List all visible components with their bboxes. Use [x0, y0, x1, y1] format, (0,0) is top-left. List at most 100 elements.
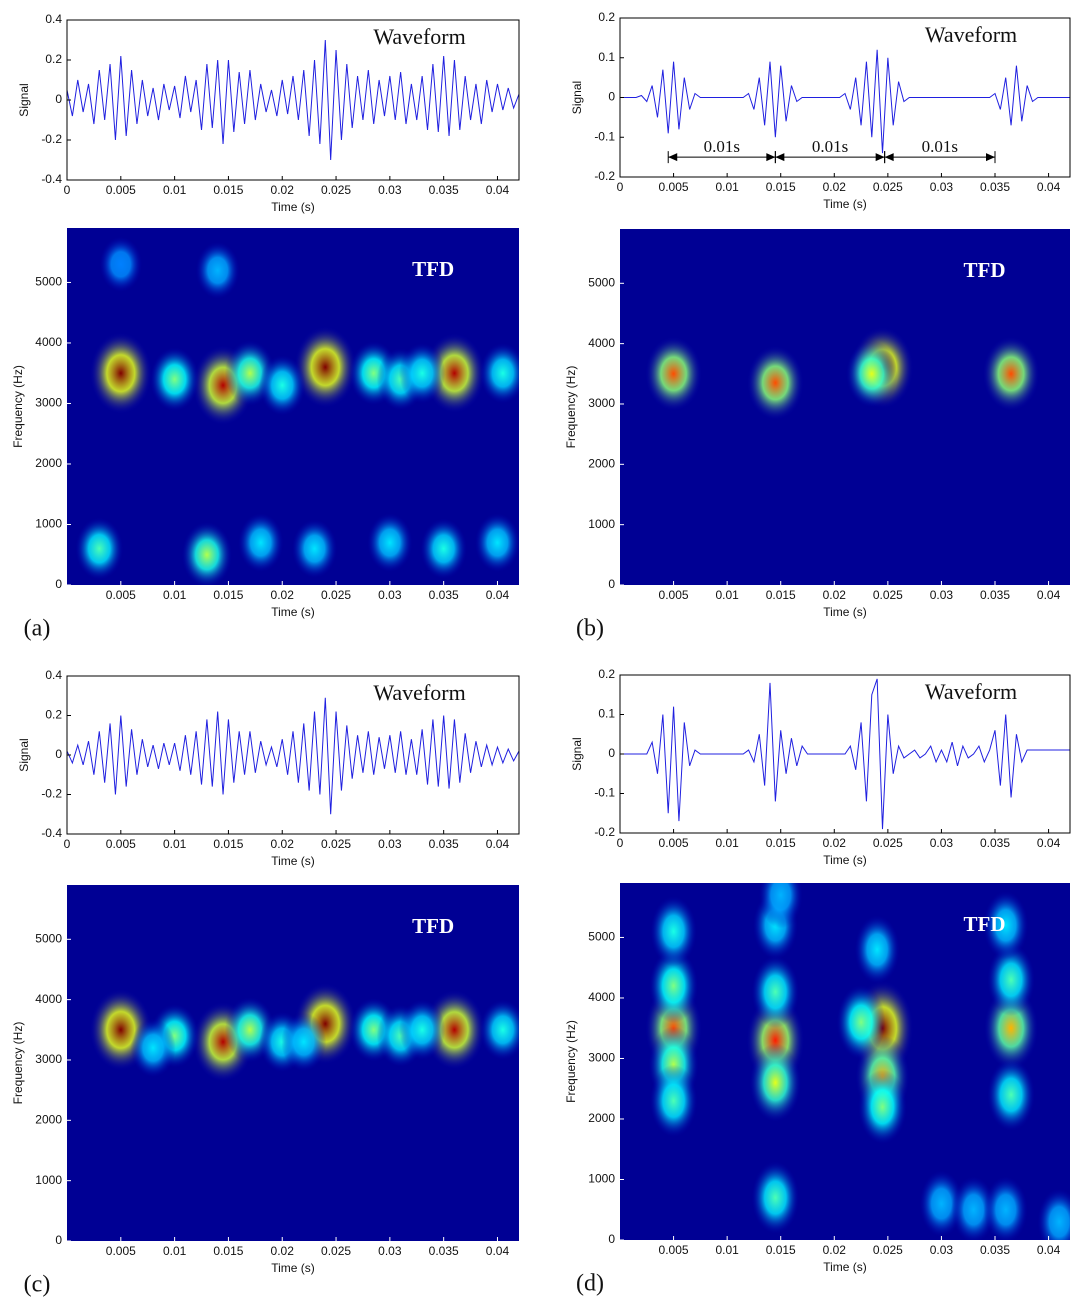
x-tick-label: 0.005 [106, 588, 136, 602]
plot-title: Waveform [373, 680, 465, 705]
x-tick-label: 0.03 [378, 1244, 402, 1258]
x-tick-label: 0.015 [213, 588, 243, 602]
x-axis-label: Time (s) [823, 1260, 867, 1274]
y-tick-label: 2000 [588, 456, 615, 470]
annotation-label: 0.01s [812, 137, 848, 156]
tfd-blob [420, 518, 467, 579]
y-tick-label: -0.1 [594, 129, 615, 143]
y-tick-label: 0 [608, 1232, 615, 1246]
x-axis-label: Time (s) [823, 197, 867, 211]
x-tick-label: 0.025 [873, 180, 903, 194]
tfd-blob [150, 347, 200, 412]
annotation-label: 0.01s [704, 137, 740, 156]
tfd-blob [983, 1176, 1028, 1240]
x-tick-label: 0.02 [823, 180, 847, 194]
subplot: 0.01s 0.01s 0.01s Waveform 0 0.005 0.01 0.015 0.… [570, 10, 1071, 211]
x-tick-label: 0.03 [378, 588, 402, 602]
x-tick-label: 0.02 [271, 183, 295, 197]
tfd-blob [645, 336, 702, 411]
tfd-blob [181, 521, 233, 585]
x-tick-label: 0.005 [659, 836, 689, 850]
x-tick-label: 0.015 [766, 588, 796, 602]
x-tick-label: 0.04 [486, 1244, 510, 1258]
y-tick-label: 0.4 [45, 668, 62, 682]
x-tick-label: 0.02 [271, 1244, 295, 1258]
tfd-blob [130, 1018, 176, 1078]
tfd-blob [758, 883, 803, 929]
x-tick-label: 0.035 [429, 1244, 459, 1258]
plot-background [620, 229, 1070, 585]
tfd-blob [846, 340, 898, 408]
x-tick-label: 0.02 [823, 588, 847, 602]
x-tick-label: 0.03 [378, 183, 402, 197]
heatmap [75, 236, 519, 585]
x-tick-label: 0.04 [1037, 588, 1061, 602]
heatmap [645, 327, 1040, 420]
x-tick-label: 0.03 [930, 836, 954, 850]
plot-title: TFD [412, 257, 454, 281]
y-tick-label: 0.1 [598, 50, 615, 64]
arrow-head [668, 153, 678, 162]
x-tick-label: 0.025 [321, 837, 351, 851]
tfd-blob [195, 241, 240, 299]
x-tick-label: 0.04 [486, 837, 510, 851]
y-tick-label: 1000 [588, 1172, 615, 1186]
x-tick-label: 0.005 [659, 588, 689, 602]
subplot: TFD (b) 0.005 0.01 0.015 0.02 0.025 0.03 0.035 0.… [564, 229, 1070, 642]
plot-background [620, 18, 1070, 177]
y-tick-label: 0.2 [598, 667, 615, 681]
tfd-blob [987, 1058, 1035, 1132]
subplot: TFD (d) 0.005 0.01 0.015 0.02 0.025 0.03 0.035 0.… [564, 883, 1070, 1297]
x-tick-label: 0.03 [378, 837, 402, 851]
plot-title: TFD [964, 912, 1006, 936]
y-tick-label: 1000 [588, 517, 615, 531]
x-axis-label: Time (s) [823, 605, 867, 619]
x-tick-label: 0.04 [486, 183, 510, 197]
arrow-head [884, 153, 894, 162]
x-tick-label: 0.025 [321, 588, 351, 602]
x-tick-label: 0.005 [659, 1243, 689, 1257]
y-tick-label: 3000 [588, 396, 615, 410]
annotation-label: 0.01s [922, 137, 958, 156]
x-tick-label: 0.03 [930, 1243, 954, 1257]
subplot: TFD (c) 0.005 0.01 0.015 0.02 0.025 0.03 0.035 0.… [11, 885, 519, 1298]
y-axis-label: Signal [17, 83, 31, 116]
y-tick-label: 1000 [35, 517, 62, 531]
y-tick-label: 3000 [35, 396, 62, 410]
heatmap [89, 983, 519, 1082]
tfd-blob [258, 355, 306, 416]
tfd-blob [983, 891, 1029, 960]
waveform-line [620, 678, 1070, 830]
x-tick-label: 0.015 [766, 180, 796, 194]
y-tick-label: 0 [55, 1233, 62, 1247]
tfd-blob [858, 1069, 907, 1145]
x-axis-label: Time (s) [271, 605, 315, 619]
arrow-head [775, 153, 785, 162]
x-tick-label: 0.01 [715, 180, 739, 194]
y-tick-label: 4000 [588, 990, 615, 1004]
x-tick-label: 0.02 [271, 837, 295, 851]
y-tick-label: 4000 [588, 336, 615, 350]
plot-title: TFD [964, 258, 1006, 282]
arrow-head [766, 153, 776, 162]
tfd-blob [649, 948, 698, 1024]
tfd-blob [75, 517, 124, 580]
y-tick-label: 0.2 [598, 10, 615, 24]
plot-title: Waveform [925, 679, 1017, 704]
y-tick-label: 0 [608, 746, 615, 760]
tfd-blob [479, 999, 519, 1060]
y-tick-label: 0 [608, 577, 615, 591]
tfd-blob [649, 1064, 698, 1138]
x-tick-label: 0.04 [1037, 1243, 1061, 1257]
arrow-head [875, 153, 885, 162]
x-tick-label: 0.01 [163, 588, 187, 602]
plot-background [67, 676, 519, 834]
y-tick-label: 2000 [35, 456, 62, 470]
tfd-blob [854, 915, 900, 984]
y-tick-label: 0.4 [45, 12, 62, 26]
tfd-blob [749, 1043, 802, 1122]
arrow-head [986, 153, 995, 162]
x-tick-label: 0.035 [980, 588, 1010, 602]
y-tick-label: 5000 [588, 930, 615, 944]
